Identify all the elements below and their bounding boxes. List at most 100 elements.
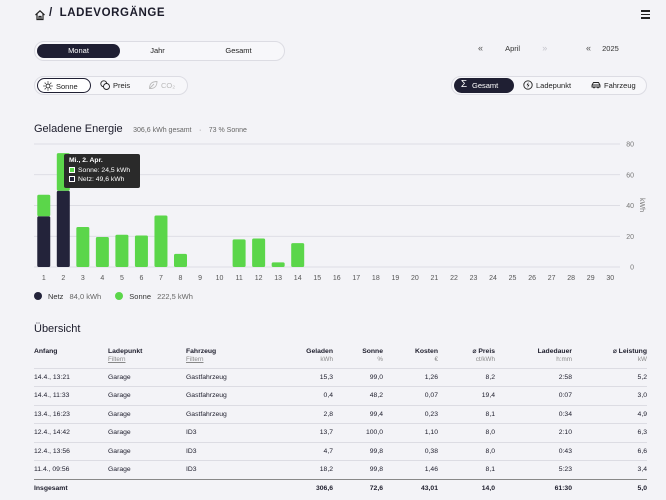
metric-sonne-button[interactable]: Sonne [37, 78, 91, 93]
bar-sonne[interactable] [271, 262, 285, 267]
col-preis[interactable]: ⌀ Preis [472, 348, 495, 355]
cell-geladen: 2,8 [274, 404, 333, 424]
x-tick-label: 29 [587, 275, 595, 282]
bar-netz[interactable] [37, 216, 51, 267]
legend-item-netz[interactable]: Netz 84,0 kWh [34, 292, 103, 301]
cell-preis: 8,2 [438, 367, 495, 387]
col-geladen[interactable]: Geladen [306, 347, 333, 355]
tab-jahr[interactable]: Jahr [150, 46, 165, 55]
group-selector: Σ Gesamt Ladepunkt Fahrzeug [451, 76, 647, 95]
x-tick-label: 11 [235, 275, 242, 282]
group-ladepunkt-button[interactable]: Ladepunkt [518, 78, 582, 93]
prev-month-button[interactable]: « [478, 43, 484, 53]
filter-fahrzeug-link[interactable]: Filtern [186, 356, 274, 368]
bar-sonne[interactable] [232, 239, 246, 267]
y-tick-label: 0 [630, 265, 634, 272]
cell-anfang: 12.4., 14:42 [34, 423, 108, 442]
cell-ladepunkt: Garage [108, 441, 186, 461]
filter-fahrzeug-label[interactable]: Filtern [186, 356, 204, 363]
filter-ladepunkt-label[interactable]: Filtern [108, 356, 126, 363]
metric-co2-button[interactable]: CO₂ [143, 78, 187, 93]
x-tick-label: 2 [61, 275, 65, 282]
tab-monat[interactable]: Monat [37, 44, 120, 58]
cell-sonne: 99,8 [333, 460, 383, 479]
hamburger-menu-icon[interactable] [641, 10, 650, 19]
unit-sonne: % [377, 356, 383, 363]
table-row[interactable]: 14.4., 13:21 Garage Gastfahrzeug 15,3 99,0 1,… [34, 367, 647, 387]
cell-kosten: 0,07 [383, 386, 438, 405]
col-leistung[interactable]: ⌀ Leistung [612, 348, 647, 355]
tooltip-solar-swatch [69, 167, 75, 173]
bar-sonne[interactable] [134, 235, 148, 267]
cell-sonne: 72,6 [333, 478, 383, 498]
group-gesamt-button[interactable]: Σ Gesamt [454, 78, 514, 93]
cell-ladepunkt: Garage [108, 423, 186, 442]
year-nav: « 2025 [586, 43, 619, 53]
filter-ladepunkt-link[interactable]: Filtern [108, 356, 186, 368]
cell-kosten: 1,10 [383, 423, 438, 442]
overview-title: Übersicht [34, 323, 81, 335]
cell-anfang: 11.4., 09:56 [34, 460, 108, 479]
table-total-row: Insgesamt 306,6 72,6 43,01 14,0 61:30 5,0 [34, 478, 647, 498]
breadcrumb-separator: / [49, 7, 53, 19]
home-icon[interactable] [34, 8, 46, 21]
unit-kosten: € [434, 356, 438, 363]
col-fahrzeug[interactable]: Fahrzeug [186, 347, 217, 355]
cell-preis: 8,0 [438, 423, 495, 442]
col-ladepunkt[interactable]: Ladepunkt [108, 347, 143, 355]
next-month-button[interactable]: » [542, 43, 548, 53]
energy-total: 306,6 kWh gesamt [133, 127, 192, 134]
col-sonne[interactable]: Sonne [362, 347, 383, 355]
x-tick-label: 25 [509, 275, 517, 282]
table-row[interactable]: 14.4., 11:33 Garage Gastfahrzeug 0,4 48,2 0,0… [34, 386, 647, 405]
legend-item-sonne[interactable]: Sonne 222,5 kWh [115, 292, 193, 301]
table-row[interactable]: 11.4., 09:56 Garage ID3 18,2 99,8 1,46 8,1 5:23… [34, 460, 647, 479]
table-row[interactable]: 12.4., 14:42 Garage ID3 13,7 100,0 1,10 8,0 2:1… [34, 423, 647, 442]
x-tick-label: 9 [198, 275, 202, 282]
chart-tooltip: Mi., 2. Apr. Sonne: 24,5 kWh Netz: 49,6 … [64, 154, 140, 188]
bar-sonne[interactable] [37, 194, 51, 217]
legend-netz-dot [34, 292, 42, 300]
cell-sonne: 99,8 [333, 441, 383, 461]
x-tick-label: 17 [352, 275, 360, 282]
unit-anfang [34, 356, 108, 368]
col-kosten[interactable]: Kosten [414, 347, 438, 355]
tooltip-solar: Sonne: 24,5 kWh [78, 167, 131, 174]
table-row[interactable]: 13.4., 16:23 Garage Gastfahrzeug 2,8 99,4 0,2… [34, 404, 647, 424]
coins-icon [100, 80, 110, 90]
leaf-icon [148, 80, 158, 90]
cell-ladedauer: 0:07 [495, 386, 572, 405]
col-anfang[interactable]: Anfang [34, 347, 58, 355]
bar-sonne[interactable] [154, 215, 168, 267]
x-tick-label: 15 [313, 275, 321, 282]
energy-title: Geladene Energie [34, 123, 123, 135]
cell-leistung: 6,6 [572, 441, 647, 461]
page-title: / LADEVORGÄNGE [49, 7, 165, 19]
cell-ladepunkt: Garage [108, 367, 186, 387]
x-tick-label: 27 [548, 275, 556, 282]
bar-sonne[interactable] [291, 243, 305, 267]
metric-preis-button[interactable]: Preis [95, 78, 141, 93]
group-fahrzeug-label: Fahrzeug [604, 81, 636, 90]
unit-preis: ct/kWh [475, 356, 495, 363]
bar-sonne[interactable] [115, 234, 129, 267]
cell-fahrzeug: Gastfahrzeug [186, 367, 274, 387]
bar-sonne[interactable] [252, 238, 266, 267]
bar-sonne[interactable] [76, 227, 90, 267]
group-fahrzeug-button[interactable]: Fahrzeug [586, 78, 646, 93]
x-tick-label: 8 [179, 275, 183, 282]
col-ladedauer[interactable]: Ladedauer [537, 347, 572, 355]
y-tick-label: 80 [626, 142, 634, 149]
bar-sonne[interactable] [95, 237, 109, 267]
sessions-table: Anfang Ladepunkt Fahrzeug Geladen Sonne … [34, 346, 647, 498]
x-tick-label: 23 [470, 275, 478, 282]
bar-netz[interactable] [56, 190, 70, 267]
cell-ladepunkt [108, 478, 186, 498]
unit-geladen: kWh [320, 356, 333, 363]
sigma-icon: Σ [460, 79, 468, 90]
table-row[interactable]: 12.4., 13:56 Garage ID3 4,7 99,8 0,38 8,0 0:43 6… [34, 441, 647, 461]
bar-sonne[interactable] [174, 253, 187, 267]
tab-gesamt[interactable]: Gesamt [225, 46, 252, 55]
x-tick-label: 13 [274, 275, 282, 282]
prev-year-button[interactable]: « [586, 43, 592, 53]
